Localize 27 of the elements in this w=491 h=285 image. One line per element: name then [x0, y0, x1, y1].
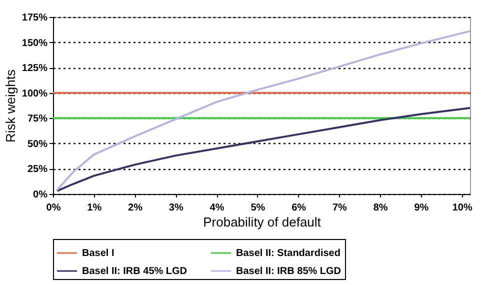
y-tick-label: 175% — [22, 12, 48, 24]
y-tick-label: 100% — [22, 88, 48, 100]
x-tick-label: 5% — [250, 202, 266, 214]
x-tick-label: 2% — [128, 202, 143, 214]
x-tick-label: 9% — [414, 202, 429, 214]
x-axis-title: Probability of default — [203, 214, 322, 230]
legend-label: Basel I — [82, 248, 114, 259]
x-tick-label: 6% — [292, 202, 306, 214]
x-tick-label: 0% — [46, 202, 61, 214]
y-tick-label: 0% — [33, 190, 48, 200]
x-tick-label: 4% — [210, 202, 224, 214]
y-tick-label: 125% — [22, 63, 48, 74]
legend-label: Basel II: IRB 85% LGD — [236, 266, 342, 277]
y-axis-title: Risk weights — [2, 69, 18, 142]
legend-label: Basel II: IRB 45% LGD — [82, 266, 188, 277]
line-series — [56, 30, 471, 191]
y-tick-label: 150% — [22, 38, 48, 49]
x-tick-label: 1% — [87, 202, 102, 214]
line-series — [56, 107, 471, 192]
legend-label: Basel II: Standardised — [236, 248, 340, 259]
x-tick-label: 10% — [452, 202, 472, 214]
x-tick-label: 8% — [373, 202, 388, 214]
y-tick-label: 25% — [27, 164, 48, 176]
x-tick-label: 3% — [168, 202, 184, 214]
x-tick-label: 7% — [332, 202, 348, 214]
y-tick-label: 75% — [27, 114, 48, 125]
y-tick-label: 50% — [27, 138, 48, 150]
